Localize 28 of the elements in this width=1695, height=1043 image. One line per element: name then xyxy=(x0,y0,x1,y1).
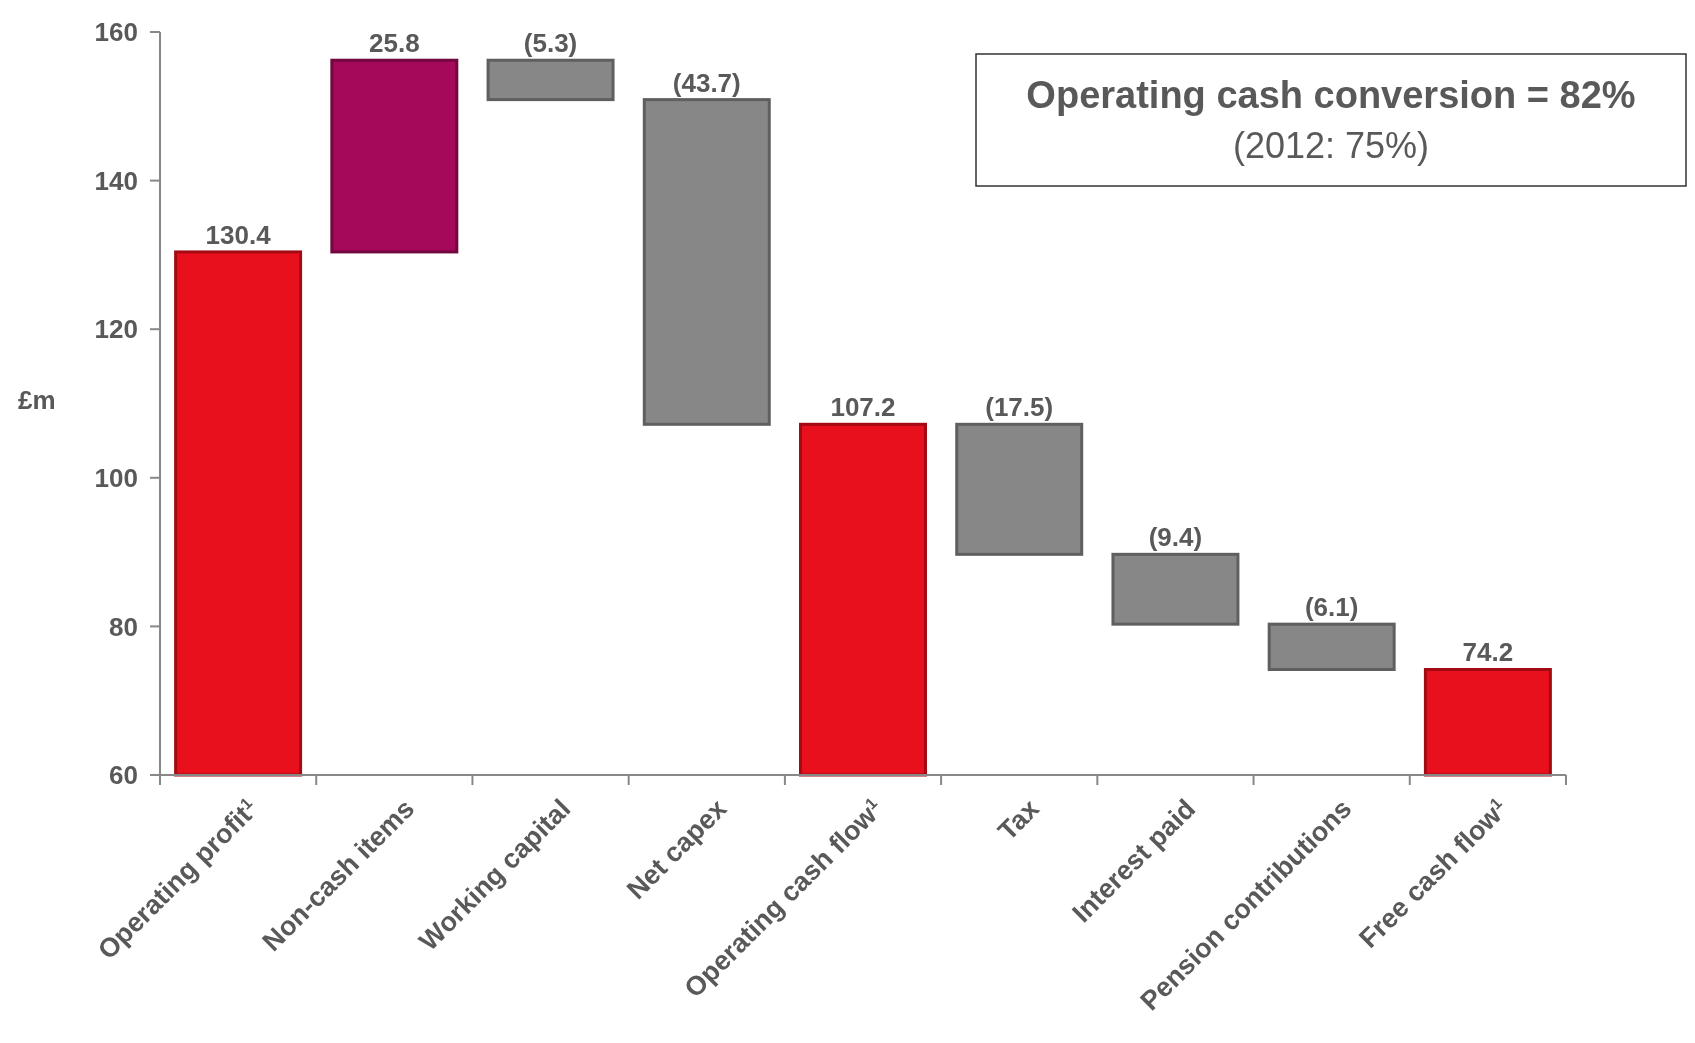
bar xyxy=(1267,622,1396,671)
bar xyxy=(330,58,459,254)
data-label: (6.1) xyxy=(1304,592,1359,623)
data-label: 107.2 xyxy=(830,392,896,423)
data-label: 74.2 xyxy=(1462,637,1514,668)
bar xyxy=(1423,667,1552,777)
y-tick-label: 160 xyxy=(94,17,138,48)
bar xyxy=(174,250,303,777)
data-label: (5.3) xyxy=(523,28,578,59)
y-tick-label: 100 xyxy=(94,462,138,493)
y-tick-label: 80 xyxy=(109,611,138,642)
data-label: (43.7) xyxy=(672,67,741,98)
bar xyxy=(955,422,1084,556)
annotation: (2012: 75%) xyxy=(1232,125,1430,166)
data-label: 25.8 xyxy=(369,28,420,59)
y-tick-label: 140 xyxy=(94,165,138,196)
y-axis-title: £m xyxy=(18,384,56,415)
annotation: Operating cash conversion = 82% xyxy=(1026,74,1636,116)
bar xyxy=(799,422,927,777)
data-label: (9.4) xyxy=(1148,522,1203,553)
bar xyxy=(486,58,615,102)
y-tick-label: 60 xyxy=(109,760,138,791)
bar xyxy=(1111,552,1240,626)
y-tick-label: 120 xyxy=(94,314,138,345)
x-tick-label: Tax xyxy=(992,793,1045,847)
bar xyxy=(642,98,771,426)
data-label: 130.4 xyxy=(205,219,272,250)
data-label: (17.5) xyxy=(985,392,1054,423)
